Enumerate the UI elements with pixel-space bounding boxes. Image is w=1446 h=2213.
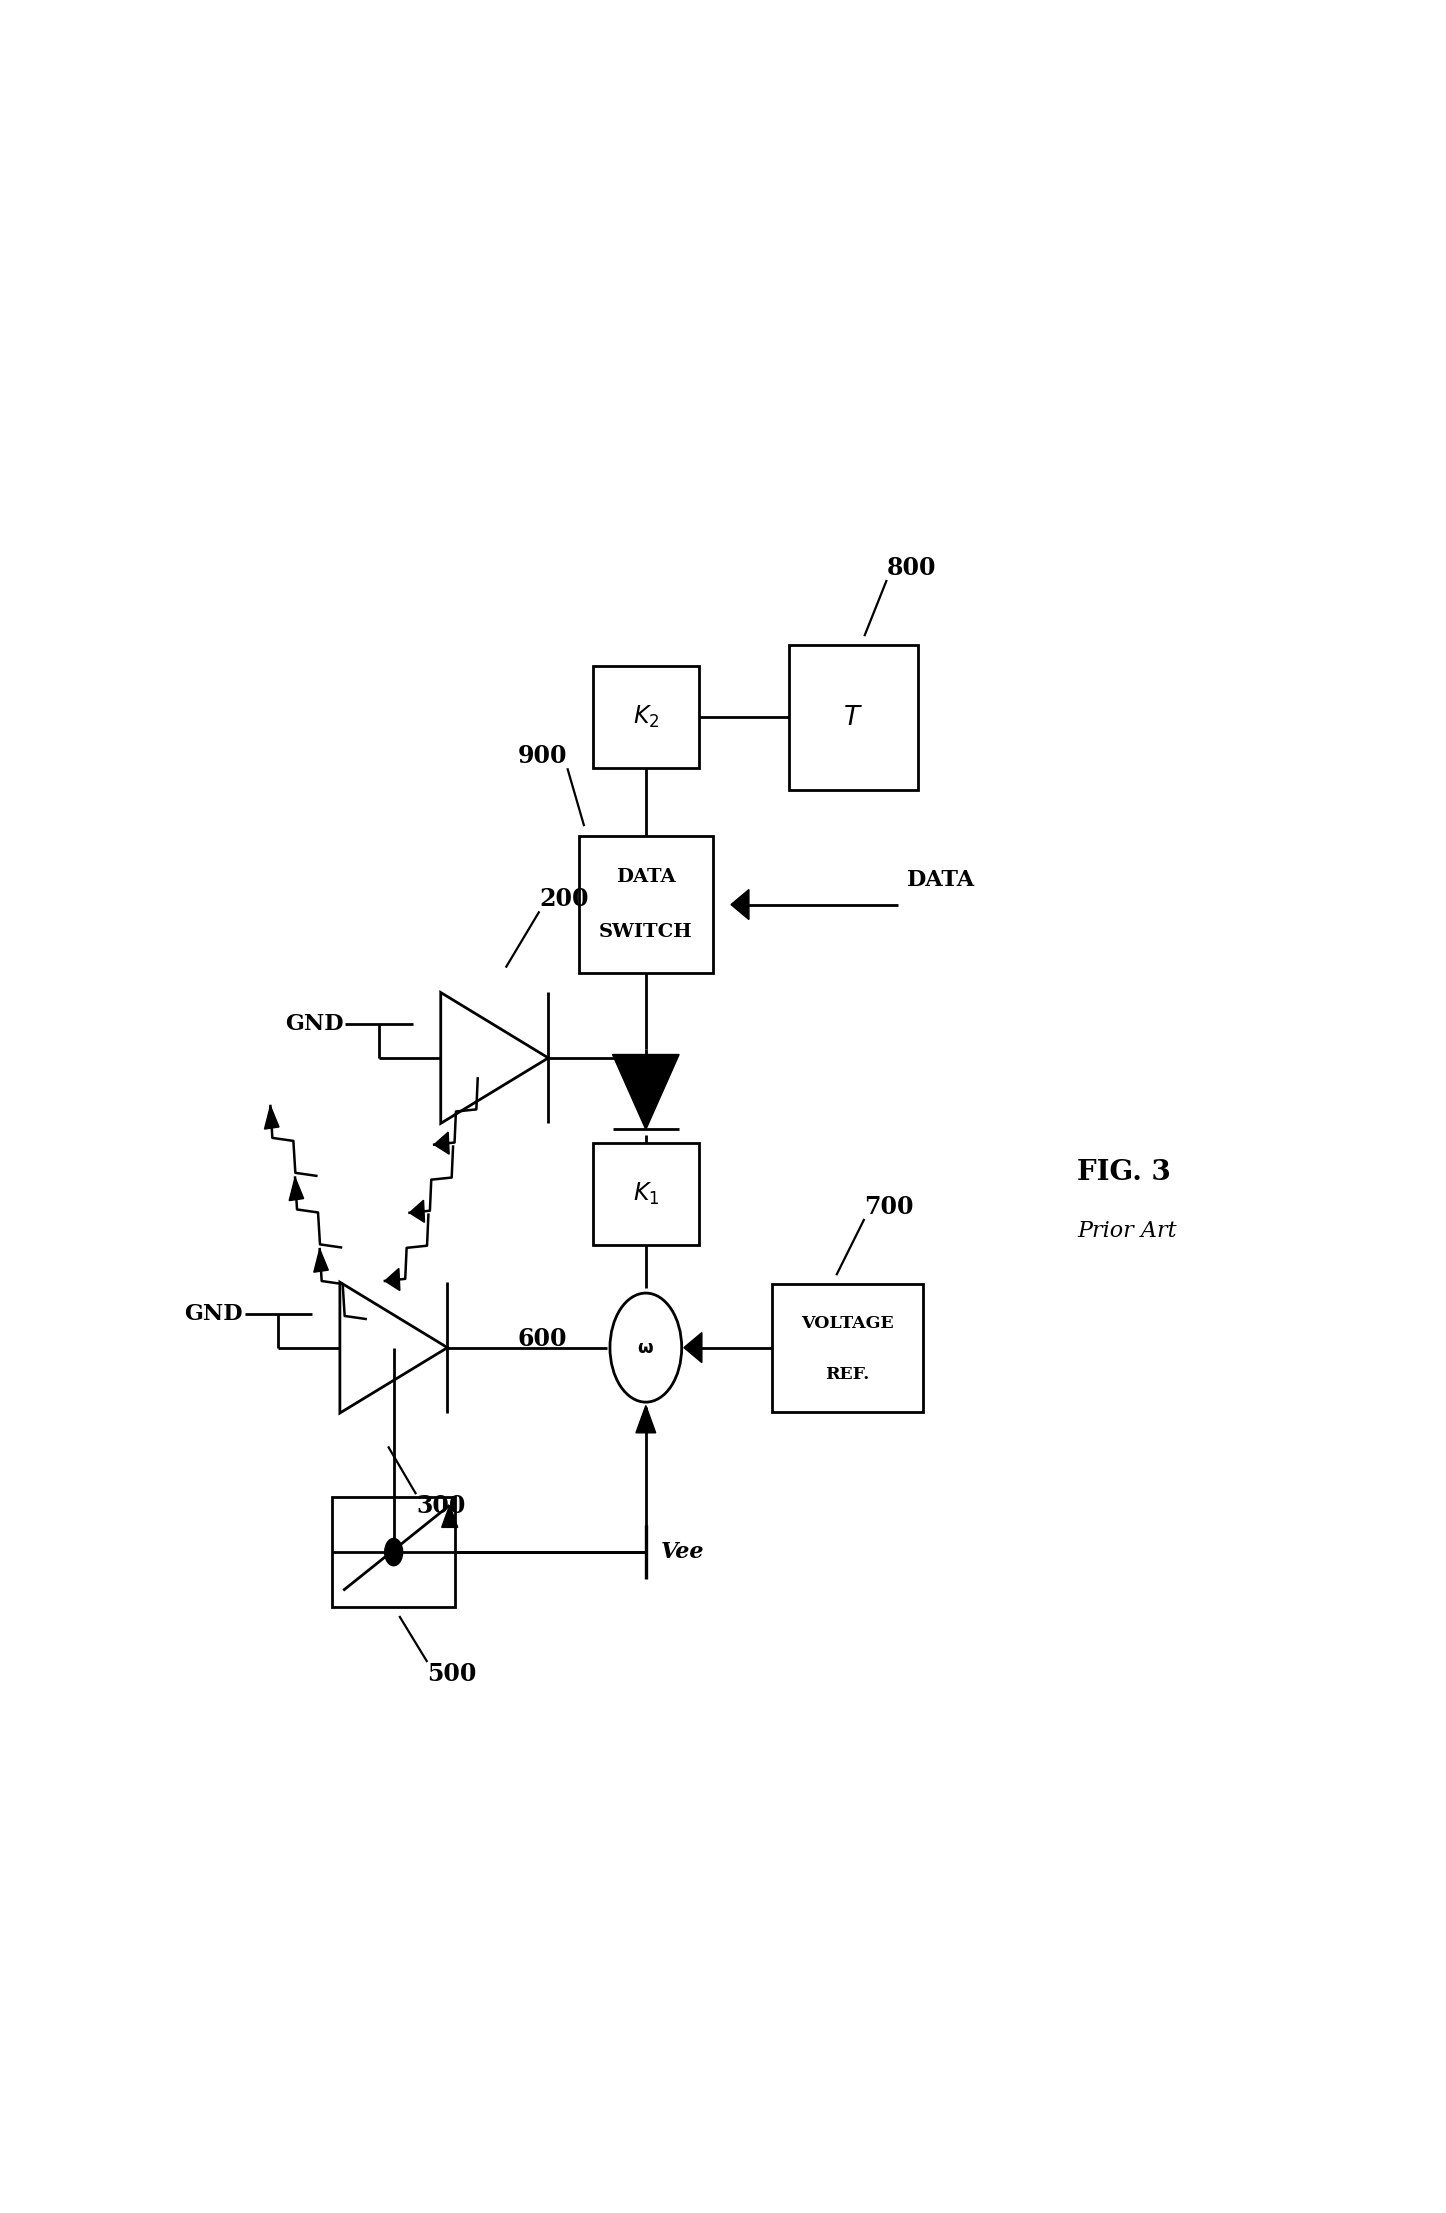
Polygon shape [441, 1505, 458, 1527]
Bar [593, 666, 698, 768]
Polygon shape [385, 1268, 401, 1290]
Text: 200: 200 [539, 887, 589, 912]
Text: FIG. 3: FIG. 3 [1077, 1160, 1171, 1186]
Text: 500: 500 [428, 1662, 477, 1686]
Bar [788, 644, 918, 790]
Text: 800: 800 [886, 555, 936, 580]
Text: Prior Art: Prior Art [1077, 1219, 1177, 1241]
Polygon shape [613, 1056, 680, 1129]
Text: SWITCH: SWITCH [599, 923, 693, 941]
Polygon shape [409, 1199, 425, 1222]
Text: $\mathbf{\omega}$: $\mathbf{\omega}$ [638, 1339, 654, 1357]
Bar [333, 1496, 455, 1607]
Text: DATA: DATA [616, 867, 675, 885]
Text: GND: GND [285, 1014, 343, 1036]
Polygon shape [684, 1332, 701, 1363]
Text: $K_2$: $K_2$ [633, 704, 659, 730]
Text: REF.: REF. [826, 1365, 869, 1383]
Text: 300: 300 [416, 1494, 466, 1518]
Polygon shape [434, 1133, 450, 1155]
Text: 600: 600 [518, 1328, 567, 1352]
Text: $T$: $T$ [843, 704, 863, 730]
Polygon shape [314, 1248, 328, 1272]
Polygon shape [265, 1106, 279, 1129]
Text: $K_1$: $K_1$ [633, 1182, 659, 1208]
Text: VOLTAGE: VOLTAGE [801, 1315, 894, 1332]
Circle shape [385, 1538, 402, 1567]
Bar [772, 1284, 923, 1412]
Text: 900: 900 [518, 744, 567, 768]
Text: Vee: Vee [661, 1540, 704, 1562]
Text: DATA: DATA [907, 870, 975, 892]
Text: GND: GND [184, 1303, 243, 1326]
Polygon shape [732, 890, 749, 921]
Polygon shape [636, 1405, 655, 1432]
Bar [578, 837, 713, 974]
Polygon shape [289, 1177, 304, 1202]
Bar [593, 1144, 698, 1246]
Text: 700: 700 [865, 1195, 914, 1219]
